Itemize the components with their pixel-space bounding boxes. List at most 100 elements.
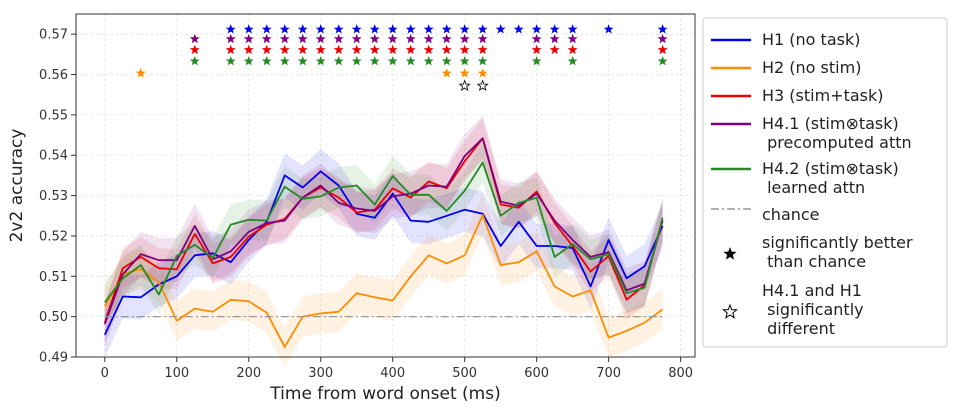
x-tick-label: 0	[101, 366, 109, 381]
significance-star	[369, 33, 380, 44]
x-axis-ticks: 0 100 200 300 400 500 600 700 800	[101, 357, 693, 381]
significance-star	[243, 56, 254, 66]
significance-star	[261, 24, 272, 34]
y-tick-label: 0.50	[39, 310, 68, 325]
significance-star	[495, 24, 506, 34]
y-tick-label: 0.53	[39, 189, 68, 204]
significance-star	[477, 56, 488, 66]
legend-label: H4.1 (stim⊗task) precomputed attn	[762, 114, 912, 152]
series-line	[104, 214, 664, 348]
significance-star	[477, 24, 488, 34]
significance-star	[189, 44, 200, 55]
significance-star	[657, 24, 668, 34]
significance-star	[225, 44, 236, 55]
x-tick-label: 100	[164, 366, 189, 381]
significance-star	[387, 33, 398, 44]
significance-star	[279, 44, 290, 55]
significance-star	[405, 44, 416, 55]
significance-star	[315, 33, 326, 44]
significance-star	[243, 24, 254, 34]
significance-star	[423, 44, 434, 55]
series-line	[104, 161, 664, 304]
significance-star	[189, 56, 200, 66]
significance-star	[441, 44, 452, 55]
significance-star	[441, 56, 452, 66]
significance-markers	[135, 24, 668, 91]
significance-star	[333, 44, 344, 55]
x-tick-label: 700	[596, 366, 621, 381]
significance-star	[531, 24, 542, 34]
significance-star	[549, 24, 560, 34]
legend-label: H4.1 and H1 significantly different	[762, 281, 864, 338]
significance-star	[405, 33, 416, 44]
significance-star	[297, 44, 308, 55]
x-tick-label: 600	[524, 366, 549, 381]
significance-star	[387, 56, 398, 66]
difference-star	[458, 79, 471, 91]
significance-star	[333, 24, 344, 34]
significance-star	[297, 56, 308, 66]
significance-star	[531, 33, 542, 44]
significance-star	[369, 56, 380, 66]
legend-label: H2 (no stim)	[762, 58, 861, 77]
significance-star	[225, 33, 236, 44]
significance-star	[351, 44, 362, 55]
y-tick-label: 0.55	[39, 108, 68, 123]
y-axis-label: 2v2 accuracy	[7, 129, 27, 243]
significance-star	[351, 24, 362, 34]
significance-star	[261, 44, 272, 55]
significance-star	[297, 33, 308, 44]
y-tick-label: 0.51	[39, 270, 68, 285]
significance-star	[369, 44, 380, 55]
significance-star	[279, 33, 290, 44]
significance-star	[297, 24, 308, 34]
x-axis-label: Time from word onset (ms)	[269, 384, 500, 404]
significance-star	[351, 33, 362, 44]
significance-star	[477, 33, 488, 44]
legend-label: H4.2 (stim⊗task) learned attn	[762, 159, 899, 197]
y-axis-ticks: 0.49 0.50 0.51 0.52 0.53 0.54 0.55 0.56 0.57	[39, 28, 76, 366]
significance-star	[189, 33, 200, 44]
significance-star	[387, 44, 398, 55]
significance-star	[459, 24, 470, 34]
series-lines	[103, 137, 664, 348]
significance-star	[567, 33, 578, 44]
significance-star	[567, 56, 578, 66]
significance-star	[279, 56, 290, 66]
significance-star	[531, 44, 542, 55]
significance-star	[315, 24, 326, 34]
legend-label: chance	[762, 205, 820, 224]
significance-star	[405, 56, 416, 66]
significance-star	[279, 24, 290, 34]
significance-star	[315, 44, 326, 55]
legend-star-filled	[723, 247, 737, 260]
significance-star	[315, 56, 326, 66]
difference-star	[476, 79, 489, 91]
significance-star	[459, 56, 470, 66]
legend-label: H1 (no task)	[762, 30, 860, 49]
significance-star	[423, 24, 434, 34]
x-tick-label: 800	[668, 366, 693, 381]
confidence-band	[104, 142, 663, 323]
significance-star	[657, 44, 668, 55]
significance-star	[135, 68, 146, 78]
significance-star	[549, 33, 560, 44]
significance-star	[333, 56, 344, 66]
significance-star	[351, 56, 362, 66]
significance-star	[531, 56, 542, 66]
y-tick-label: 0.57	[39, 28, 68, 43]
series-line	[103, 137, 664, 325]
significance-star	[459, 68, 470, 78]
significance-star	[657, 33, 668, 44]
significance-star	[423, 56, 434, 66]
significance-star	[441, 24, 452, 34]
significance-star	[405, 24, 416, 34]
significance-star	[441, 68, 452, 78]
significance-star	[477, 68, 488, 78]
significance-star	[657, 56, 668, 66]
significance-star	[243, 33, 254, 44]
significance-star	[225, 56, 236, 66]
significance-star	[243, 44, 254, 55]
series-line	[103, 137, 664, 323]
x-tick-label: 300	[308, 366, 333, 381]
